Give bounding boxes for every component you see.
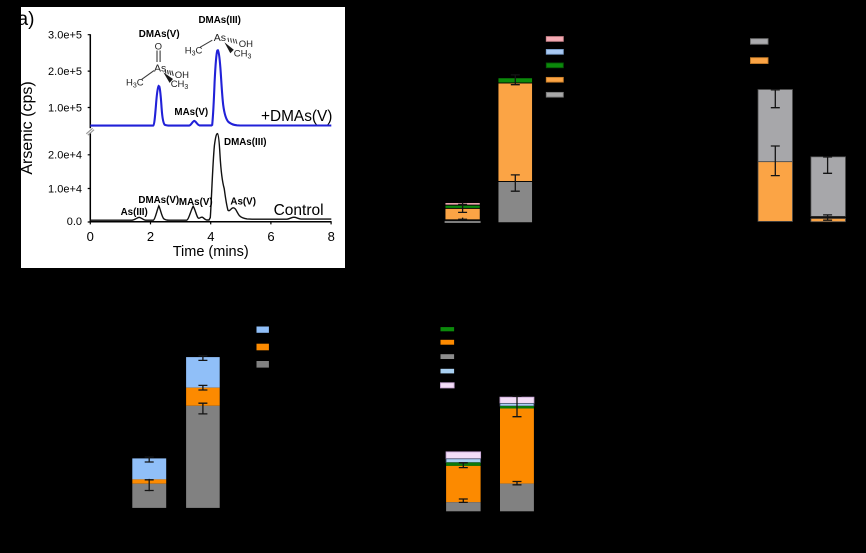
svg-text:2.0e+5: 2.0e+5 [48, 66, 82, 78]
svg-text:0: 0 [87, 229, 94, 244]
svg-text:DMAs(III): DMAs(III) [198, 15, 240, 26]
svg-text:O: O [155, 41, 162, 52]
svg-text:MAs(V): MAs(V) [179, 197, 213, 208]
svg-text:DMAs(V): DMAs(V) [139, 29, 180, 40]
svg-text:3.0e+5: 3.0e+5 [48, 30, 82, 42]
svg-text:DMAs(V): DMAs(V) [138, 195, 179, 206]
svg-text:1.0e+4: 1.0e+4 [48, 184, 82, 196]
svg-text:0.0: 0.0 [67, 216, 82, 228]
svg-text:Time (mins): Time (mins) [173, 244, 249, 260]
svg-text:DMAs(III): DMAs(III) [224, 137, 266, 148]
svg-text:OH: OH [175, 70, 189, 81]
svg-text:As(III): As(III) [121, 207, 148, 218]
svg-text:Control: Control [274, 202, 324, 219]
svg-text:6: 6 [267, 229, 274, 244]
svg-text:As: As [214, 32, 226, 44]
svg-text:2.0e+4: 2.0e+4 [48, 150, 82, 162]
svg-text:MAs(V): MAs(V) [174, 107, 208, 118]
svg-text:8: 8 [328, 229, 335, 244]
svg-text:a): a) [18, 9, 35, 30]
svg-text:2: 2 [147, 229, 154, 244]
svg-text:Arsenic (cps): Arsenic (cps) [19, 81, 36, 174]
svg-text:+DMAs(V): +DMAs(V) [261, 108, 332, 125]
svg-text:4: 4 [207, 229, 214, 244]
svg-text:1.0e+5: 1.0e+5 [48, 102, 82, 114]
svg-text:H3C: H3C [185, 46, 203, 58]
svg-text:OH: OH [239, 39, 253, 50]
svg-text:H3C: H3C [126, 78, 144, 90]
svg-text:As(V): As(V) [230, 196, 256, 207]
svg-text:CH3: CH3 [234, 49, 252, 61]
svg-text:As: As [154, 62, 166, 74]
svg-text:CH3: CH3 [171, 79, 189, 91]
